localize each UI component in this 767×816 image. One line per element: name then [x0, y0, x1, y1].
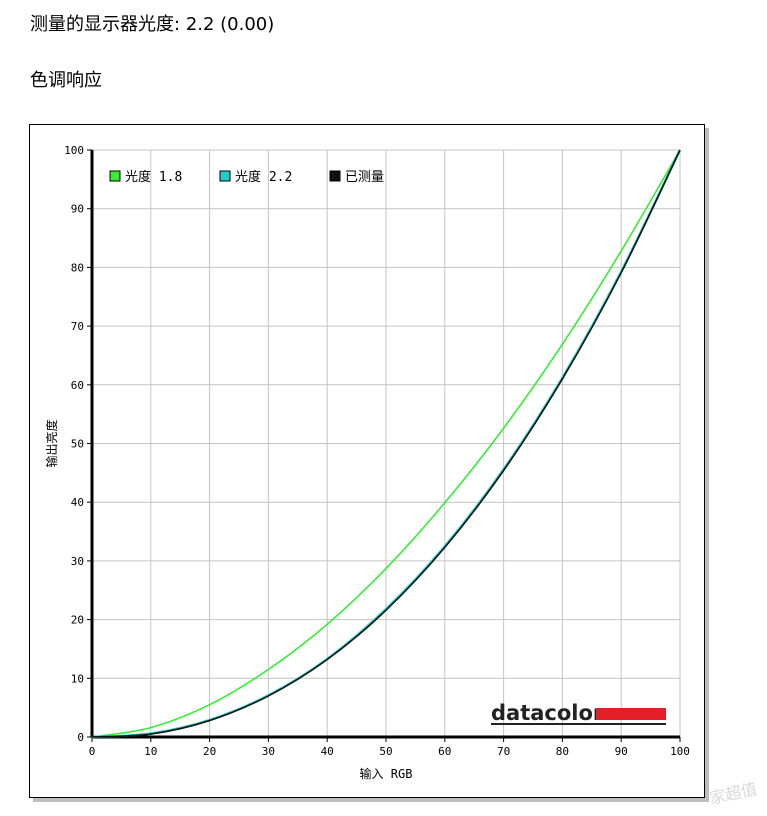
legend-label: 光度 2.2 [235, 169, 292, 185]
legend-swatch [329, 170, 341, 182]
x-tick-label: 0 [89, 745, 96, 758]
legend-swatch [219, 170, 231, 182]
y-tick-label: 10 [71, 672, 84, 685]
x-tick-label: 10 [144, 745, 157, 758]
y-tick-label: 20 [71, 614, 84, 627]
series-line-1 [91, 149, 681, 738]
chart-svg: 0 10 20 30 40 50 60 70 80 90 100 0 10 20 30 40 50 60 70 80 9… [44, 144, 690, 781]
measured-gamma-line: 测量的显示器光度: 2.2 (0.00) [30, 10, 274, 36]
x-tick-label: 100 [670, 745, 690, 758]
y-tick-label: 90 [71, 203, 84, 216]
x-tick-label: 40 [321, 745, 334, 758]
legend-label: 已测量 [345, 170, 384, 185]
x-tick-label: 80 [556, 745, 569, 758]
x-tick-label: 30 [262, 745, 275, 758]
x-axis-title: 输入 RGB [360, 766, 413, 781]
x-tick-label: 90 [615, 745, 628, 758]
section-title: 色调响应 [30, 70, 102, 91]
measured-gamma-label: 测量的显示器光度: [30, 14, 181, 35]
legend-label: 光度 1.8 [125, 169, 182, 185]
y-axis-title: 输出亮度 [44, 419, 59, 467]
x-tick-label: 50 [379, 745, 392, 758]
x-tick-label: 20 [203, 745, 216, 758]
y-tick-label: 60 [71, 379, 84, 392]
y-tick-label: 100 [64, 144, 84, 157]
x-tick-label: 70 [497, 745, 510, 758]
y-tick-label: 40 [71, 496, 84, 509]
y-tick-label: 30 [71, 555, 84, 568]
watermark: 家超值 [707, 779, 759, 808]
measured-gamma-value: 2.2 (0.00) [185, 14, 275, 35]
datacolor-logo: datacolor [491, 701, 604, 725]
datacolor-logo-bar [596, 708, 666, 720]
y-tick-label: 70 [71, 320, 84, 333]
legend-swatch [109, 170, 121, 182]
x-tick-label: 60 [438, 745, 451, 758]
y-tick-label: 80 [71, 261, 84, 274]
series-line-3 [91, 149, 681, 738]
y-tick-label: 50 [71, 438, 84, 451]
tone-response-chart: 0 10 20 30 40 50 60 70 80 90 100 0 10 20 30 40 50 60 70 80 9… [29, 124, 705, 798]
y-tick-label: 0 [77, 731, 84, 744]
